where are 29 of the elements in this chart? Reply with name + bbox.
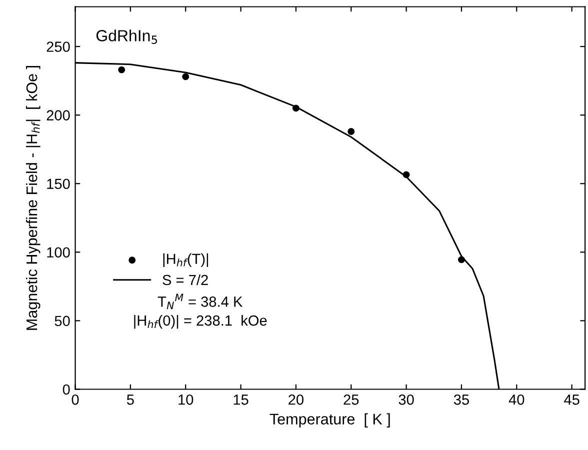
x-tick-label: 30: [398, 394, 414, 405]
x-tick-label: 5: [126, 394, 134, 405]
x-tick-label: 10: [178, 394, 194, 405]
legend-label: S = 7/2: [162, 274, 208, 286]
point: [182, 73, 190, 80]
annotation: T$_{N}$$^{M}$ = 38.4 K: [158, 294, 243, 310]
point: [118, 66, 126, 74]
x-tick-label: 40: [508, 394, 524, 405]
x-tick-label: 25: [344, 394, 359, 405]
point: [292, 104, 300, 112]
y-axis-title: Magnetic Hyperfine Field - |H$_{hf}$| [ kOe ]: [26, 66, 40, 330]
annotation: |H$_{hf}$(0)| = 238.1 kOe: [134, 315, 267, 329]
text: GdRhIn$_{5}$: [96, 30, 157, 44]
legend-label: |H$_{hf}$(T)|: [163, 253, 208, 267]
y-tick-label: 0: [62, 384, 70, 395]
x-tick-label: 35: [454, 394, 469, 405]
y-tick-label: 50: [54, 316, 70, 326]
point: [348, 128, 355, 135]
y-tick-label: 200: [46, 110, 70, 120]
x-tick-label: 15: [234, 394, 248, 405]
y-tick-label: 100: [47, 247, 70, 258]
y-tick-label: 150: [47, 178, 70, 190]
x-tick-label: 20: [288, 394, 304, 405]
point: [402, 171, 410, 178]
point: [458, 256, 465, 264]
x-axis-title: Temperature [ K ]: [270, 413, 390, 428]
y-tick-label: 250: [46, 42, 70, 52]
x-tick-label: 0: [72, 394, 79, 405]
x-tick-label: 45: [564, 394, 580, 405]
